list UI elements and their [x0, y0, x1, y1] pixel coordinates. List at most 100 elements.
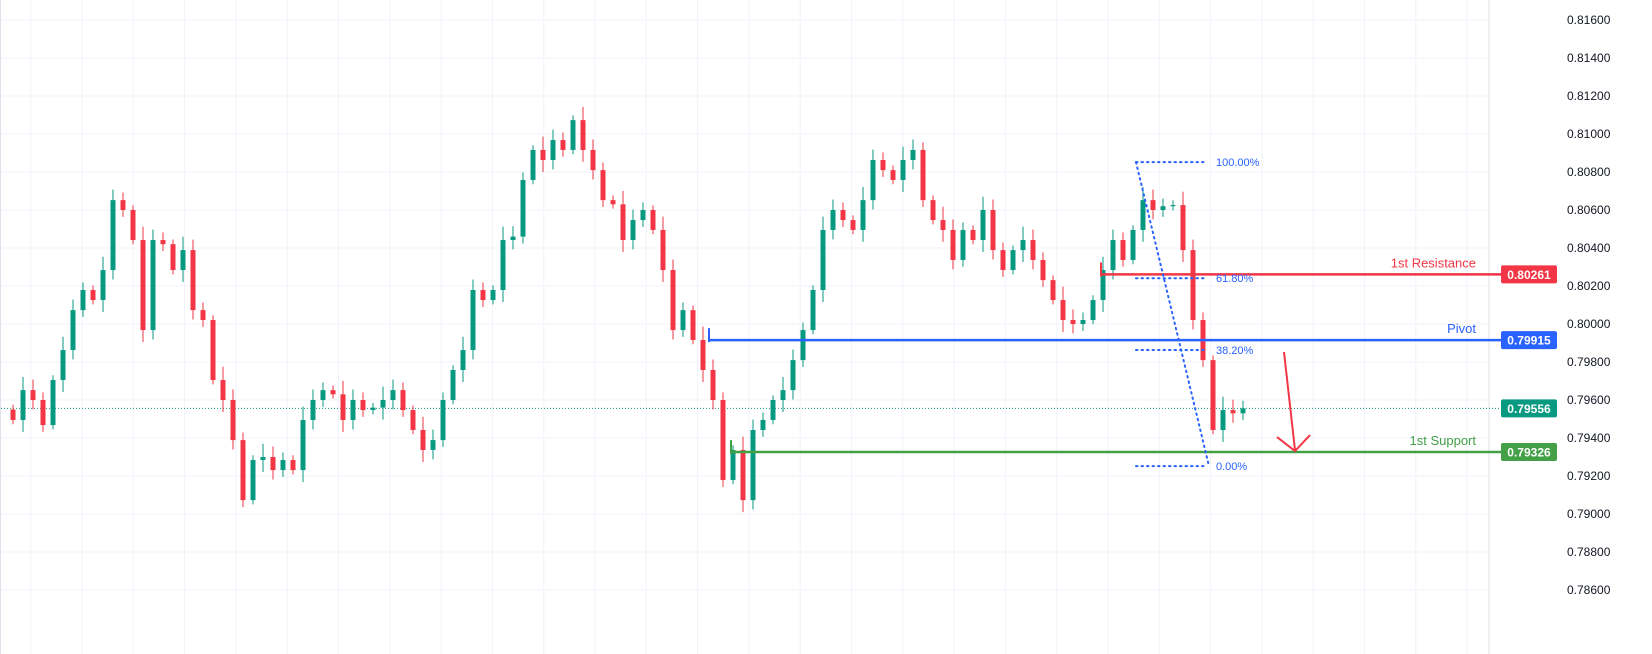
candle-down — [950, 229, 956, 260]
candle-up — [110, 200, 116, 271]
candle-down — [360, 400, 366, 411]
candle-down — [610, 200, 616, 205]
candle-up — [180, 250, 186, 271]
candle-down — [240, 440, 246, 501]
candle-down — [330, 390, 336, 395]
candle-down — [220, 380, 226, 400]
candle-up — [760, 419, 766, 431]
level-label: Pivot — [1447, 321, 1476, 336]
last-price-tag — [1501, 399, 1557, 418]
candle-down — [690, 310, 696, 340]
candle-up — [460, 350, 466, 370]
candle-down — [590, 149, 596, 171]
candle-up — [1020, 240, 1026, 251]
price-tag-text: 0.79915 — [1507, 334, 1551, 348]
y-tick-label: 0.80200 — [1567, 279, 1611, 293]
y-tick-label: 0.79000 — [1567, 507, 1611, 521]
candle-down — [1050, 280, 1056, 301]
candle-up — [900, 160, 906, 180]
candle-up — [640, 210, 646, 221]
candle-down — [1230, 410, 1236, 414]
candle-up — [310, 400, 316, 420]
candle-down — [920, 149, 926, 201]
candle-down — [1000, 250, 1006, 271]
candle-up — [790, 360, 796, 391]
candle-down — [600, 170, 606, 201]
candle-up — [450, 369, 456, 400]
candle-down — [1180, 205, 1186, 251]
candle-up — [530, 149, 536, 180]
candle-up — [20, 390, 26, 420]
arrow-head-icon — [1276, 434, 1311, 453]
candle-down — [130, 210, 136, 241]
candle-down — [850, 220, 856, 230]
candle-up — [380, 400, 386, 408]
candle-down — [30, 390, 36, 400]
candle-down — [1030, 240, 1036, 260]
y-tick-label: 0.79200 — [1567, 469, 1611, 483]
price-tag — [1501, 331, 1557, 350]
candle-up — [1140, 200, 1146, 230]
candle-up — [50, 380, 56, 426]
y-tick-label: 0.78600 — [1567, 583, 1611, 597]
candle-up — [250, 460, 256, 501]
fib-trend-line — [1135, 161, 1210, 468]
candle-down — [200, 310, 206, 321]
candle-down — [1070, 320, 1076, 324]
y-tick-label: 0.78800 — [1567, 545, 1611, 559]
candle-up — [1130, 229, 1136, 260]
candle-down — [210, 320, 216, 381]
price-tag — [1501, 265, 1557, 284]
candle-up — [80, 289, 86, 311]
candle-down — [40, 400, 46, 426]
candle-up — [490, 289, 496, 301]
fib-level-label: 61.80% — [1216, 273, 1254, 285]
candle-down — [160, 240, 166, 245]
candle-up — [60, 350, 66, 381]
candle-up — [510, 236, 516, 241]
candle-up — [800, 330, 806, 361]
candle-down — [120, 200, 126, 210]
y-tick-label: 0.80600 — [1567, 203, 1611, 217]
candle-down — [1060, 300, 1066, 321]
y-tick-label: 0.79800 — [1567, 355, 1611, 369]
candle-up — [500, 240, 506, 290]
candle-down — [540, 149, 546, 161]
candle-down — [840, 210, 846, 221]
candle-up — [1080, 320, 1086, 324]
y-tick-label: 0.81400 — [1567, 51, 1611, 65]
candle-up — [780, 390, 786, 400]
candle-down — [660, 229, 666, 271]
candle-up — [1100, 270, 1106, 301]
candle-up — [730, 449, 736, 480]
candle-down — [700, 339, 706, 370]
candle-up — [870, 160, 876, 201]
last-price-tag-text: 0.79556 — [1507, 402, 1551, 416]
candle-down — [290, 460, 296, 471]
candle-down — [90, 289, 96, 301]
candle-up — [680, 310, 686, 331]
y-tick-label: 0.81000 — [1567, 127, 1611, 141]
price-tag-text: 0.80261 — [1507, 268, 1551, 282]
candle-down — [420, 430, 426, 450]
candle-up — [830, 210, 836, 230]
candle-up — [70, 310, 76, 351]
candle-up — [960, 229, 966, 260]
candle-up — [440, 400, 446, 441]
candle-up — [750, 430, 756, 501]
fib-level-label: 100.00% — [1216, 157, 1260, 169]
candle-up — [1240, 408, 1246, 414]
price-tag-text: 0.79326 — [1507, 446, 1551, 460]
candle-down — [890, 170, 896, 180]
candle-up — [1220, 410, 1226, 431]
candle-down — [480, 289, 486, 301]
candle-up — [860, 200, 866, 230]
arrow-down-icon — [1283, 351, 1296, 451]
candle-down — [650, 210, 656, 230]
price-tag — [1501, 443, 1557, 462]
candle-up — [430, 440, 436, 450]
candle-down — [710, 369, 716, 400]
candle-up — [770, 400, 776, 420]
